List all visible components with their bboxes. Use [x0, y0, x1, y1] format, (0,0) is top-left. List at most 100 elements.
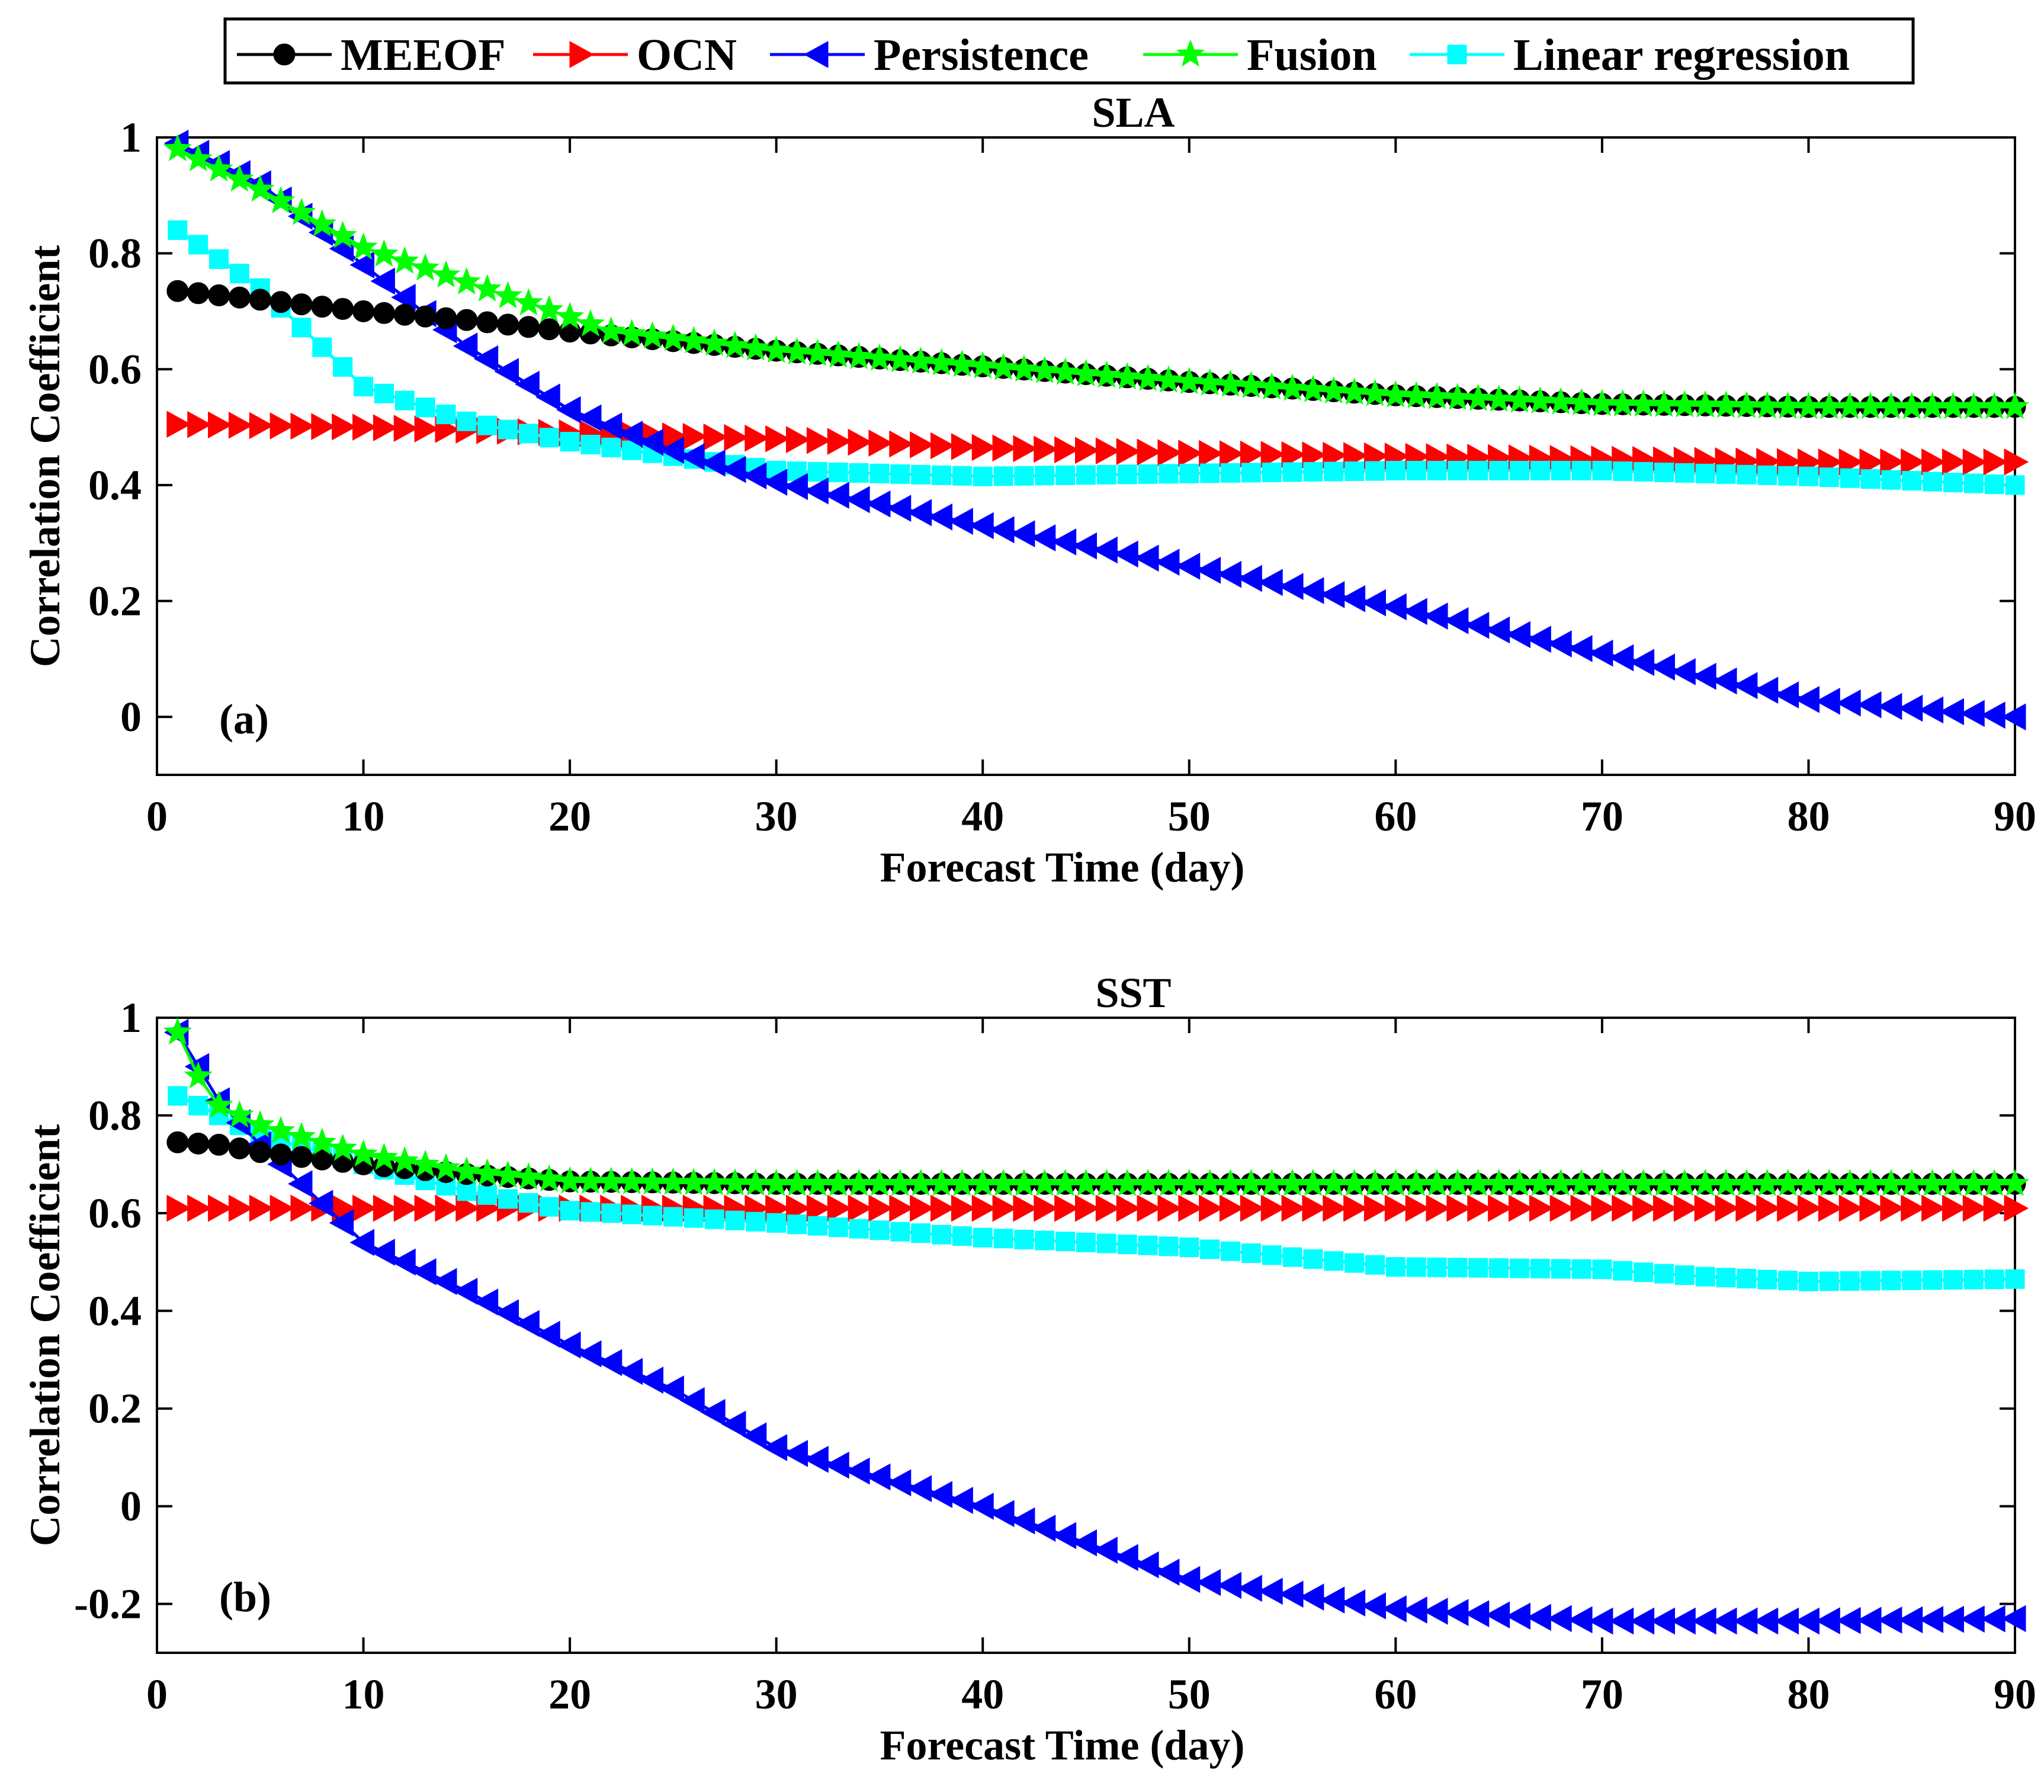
data-point-linear-regression — [1406, 1257, 1426, 1277]
data-point-linear-regression — [1324, 461, 1344, 482]
x-tick-label: 80 — [1787, 1671, 1830, 1718]
data-point-fusion — [287, 1121, 316, 1149]
data-point-linear-regression — [580, 434, 601, 454]
data-point-linear-regression — [1984, 1270, 2004, 1290]
data-point-ocn — [1591, 1194, 1616, 1222]
data-point-fusion — [1051, 357, 1080, 385]
data-point-ocn — [269, 1194, 295, 1222]
data-point-linear-regression — [601, 1203, 621, 1223]
data-point-linear-regression — [188, 1095, 208, 1115]
data-point-fusion — [906, 347, 935, 374]
data-point-persistence — [1072, 1529, 1097, 1557]
data-point-linear-regression — [1860, 1271, 1881, 1291]
data-point-ocn — [1426, 1194, 1451, 1222]
data-point-linear-regression — [1138, 1235, 1158, 1255]
data-point-linear-regression — [1427, 1257, 1447, 1277]
data-point-ocn — [1157, 439, 1182, 466]
data-point-ocn — [1570, 1194, 1596, 1222]
data-point-persistence — [1072, 532, 1097, 560]
data-point-linear-regression — [1076, 1232, 1096, 1252]
data-point-persistence — [308, 1190, 333, 1217]
y-tick-label: 1 — [120, 994, 142, 1041]
chart-sla: 0 10 20 30 40 50 60 70 80 90 0 0.2 0.4 0.6 0.8 1 SLA Fore… — [21, 89, 2036, 891]
data-point-linear-regression — [1757, 1270, 1777, 1290]
data-point-linear-regression — [725, 1210, 745, 1230]
data-point-ocn — [1921, 448, 1946, 476]
data-point-linear-regression — [1571, 460, 1591, 480]
data-point-ocn — [1384, 1194, 1410, 1222]
data-point-persistence — [969, 512, 994, 540]
data-point-fusion — [184, 1061, 213, 1089]
data-point-ocn — [1363, 1194, 1389, 1222]
data-point-persistence — [556, 1331, 581, 1359]
data-point-fusion — [452, 267, 482, 295]
data-point-linear-regression — [952, 466, 972, 486]
legend-box — [223, 17, 1915, 85]
data-point-meeof — [166, 280, 189, 302]
data-point-fusion — [1133, 364, 1163, 392]
data-point-ocn — [1405, 1194, 1430, 1222]
y-tick-label: 0.6 — [88, 345, 142, 393]
data-point-linear-regression — [766, 1213, 787, 1233]
data-point-persistence — [1650, 653, 1675, 681]
data-point-persistence — [1010, 520, 1035, 547]
data-point-linear-regression — [890, 464, 910, 484]
legend-entry-persistence: Persistence — [770, 30, 1089, 80]
data-point-ocn — [1859, 448, 1885, 476]
data-point-linear-regression — [1345, 461, 1365, 481]
data-point-persistence — [1196, 556, 1221, 584]
data-point-linear-regression — [415, 397, 435, 418]
data-point-ocn — [971, 1194, 997, 1222]
data-point-linear-regression — [1716, 1268, 1736, 1288]
data-point-linear-regression — [622, 1204, 642, 1224]
data-point-linear-regression — [1509, 1258, 1529, 1278]
data-point-fusion — [865, 343, 894, 371]
data-point-linear-regression — [1571, 1259, 1591, 1279]
data-point-linear-regression — [869, 1220, 890, 1240]
data-point-fusion — [307, 209, 337, 237]
data-point-ocn — [1859, 1194, 1885, 1222]
data-point-ocn — [703, 423, 729, 451]
data-point-persistence — [1299, 1583, 1324, 1611]
data-point-ocn — [373, 1194, 398, 1222]
data-point-persistence — [597, 412, 622, 440]
data-point-persistence — [638, 428, 664, 456]
data-point-ocn — [806, 427, 832, 454]
data-point-persistence — [907, 499, 932, 527]
data-point-ocn — [868, 1194, 893, 1222]
data-point-meeof — [393, 303, 416, 326]
data-point-persistence — [824, 482, 849, 509]
data-point-meeof — [559, 320, 581, 343]
data-point-linear-regression — [394, 390, 415, 411]
data-point-linear-regression — [1055, 1232, 1076, 1252]
data-point-linear-regression — [168, 220, 188, 241]
data-point-persistence — [556, 396, 581, 424]
data-point-ocn — [1240, 1194, 1265, 1222]
data-point-ocn — [1323, 1194, 1347, 1222]
legend: MEEOF OCN Persistence Fusion Linear regressi… — [223, 17, 1915, 85]
x-tick-label: 20 — [548, 793, 591, 840]
data-point-fusion — [246, 1110, 275, 1137]
data-point-linear-regression — [560, 1201, 580, 1221]
x-tick-label: 50 — [1168, 1671, 1211, 1718]
data-point-ocn — [1818, 1194, 1843, 1222]
data-point-linear-regression — [1613, 461, 1633, 481]
data-point-fusion — [328, 220, 357, 248]
data-point-persistence — [473, 345, 499, 373]
data-point-persistence — [1237, 565, 1262, 592]
data-point-linear-regression — [1200, 1239, 1220, 1259]
data-point-persistence — [1175, 553, 1201, 580]
data-point-linear-regression — [1654, 1264, 1674, 1284]
data-point-persistence — [1154, 549, 1180, 576]
data-point-fusion — [1319, 376, 1348, 404]
x-tick-label: 40 — [961, 793, 1004, 840]
data-point-linear-regression — [312, 337, 332, 357]
data-point-fusion — [576, 309, 605, 337]
data-point-ocn — [1013, 1194, 1038, 1222]
data-point-persistence — [473, 1288, 499, 1316]
data-point-linear-regression — [1819, 467, 1839, 488]
legend-entry-meeof: MEEOF — [237, 30, 506, 80]
x-axis-label: Forecast Time (day) — [880, 844, 1245, 891]
data-point-linear-regression — [1365, 1255, 1385, 1275]
data-point-fusion — [390, 1146, 419, 1174]
